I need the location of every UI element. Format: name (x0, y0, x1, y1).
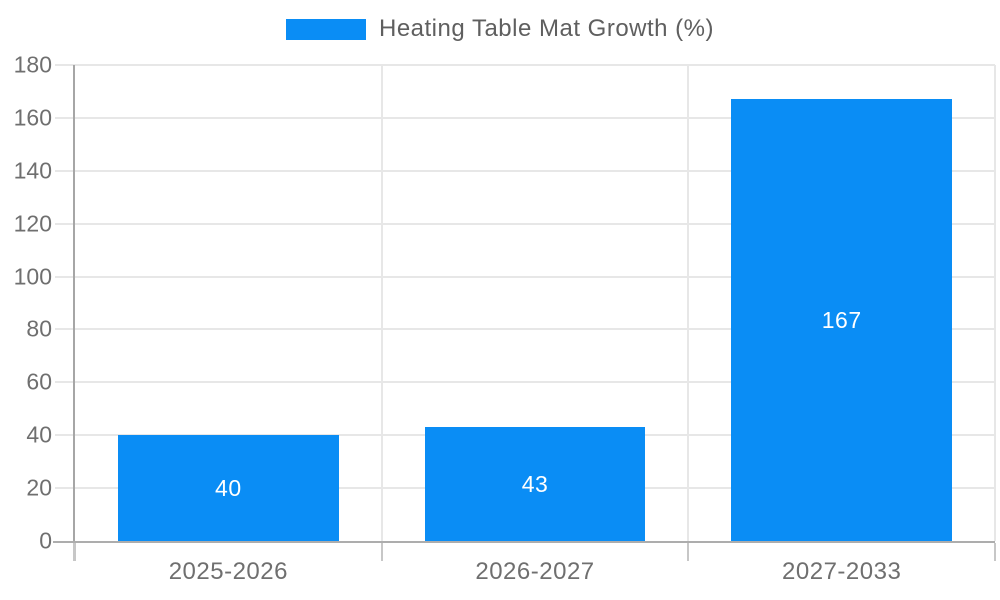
gridline (55, 381, 995, 384)
y-tick-label: 120 (13, 210, 52, 237)
y-axis-tick (73, 543, 75, 561)
x-axis-tick-labels: 2025-2026 2026-2027 2027-2033 (75, 558, 995, 586)
x-axis-tick (74, 543, 76, 561)
legend-label: Heating Table Mat Growth (%) (378, 15, 715, 42)
bar-value-label: 167 (821, 306, 862, 333)
gridline (55, 275, 995, 278)
gridline (994, 65, 996, 541)
plot-area: 40 43 167 (53, 64, 996, 561)
y-tick-label: 180 (13, 51, 52, 78)
gridline (55, 222, 995, 225)
bar-slot: 40 (75, 65, 382, 541)
gridline (380, 65, 383, 541)
x-axis-line (53, 541, 995, 543)
bar-value-label: 40 (215, 474, 242, 501)
y-tick-label: 0 (39, 527, 52, 554)
y-tick-label: 100 (13, 263, 52, 290)
bar-series: 40 43 167 (75, 65, 995, 541)
gridline (55, 64, 995, 66)
y-tick-label: 40 (26, 421, 52, 448)
x-tick-label: 2025-2026 (168, 558, 288, 585)
gridline (687, 65, 690, 541)
x-tick-label: 2026-2027 (475, 558, 595, 585)
bar-2027-2033[interactable]: 167 (731, 99, 953, 541)
y-tick-label: 80 (26, 315, 52, 342)
bar-slot: 167 (688, 65, 995, 541)
gridline (55, 169, 995, 172)
y-tick-label: 20 (26, 474, 52, 501)
y-axis-line (73, 65, 75, 541)
y-tick-label: 160 (13, 104, 52, 131)
x-axis-tick (687, 543, 690, 561)
y-axis-tick-labels: 0 20 40 60 80 100 120 140 160 180 (0, 53, 52, 552)
gridline (55, 328, 995, 331)
x-axis-tick (994, 543, 996, 561)
gridline (55, 116, 995, 119)
x-tick-label: 2027-2033 (782, 558, 902, 585)
legend-item[interactable]: Heating Table Mat Growth (%) (285, 15, 715, 43)
y-tick-label: 140 (13, 157, 52, 184)
bar-value-label: 43 (521, 470, 549, 497)
bar-slot: 43 (382, 65, 689, 541)
legend: Heating Table Mat Growth (%) (0, 15, 1000, 43)
bar-2025-2026[interactable]: 40 (117, 435, 339, 541)
bar-2026-2027[interactable]: 43 (424, 427, 646, 541)
x-axis-tick (380, 543, 383, 561)
y-tick-label: 60 (26, 368, 52, 395)
legend-swatch-icon (285, 18, 366, 40)
